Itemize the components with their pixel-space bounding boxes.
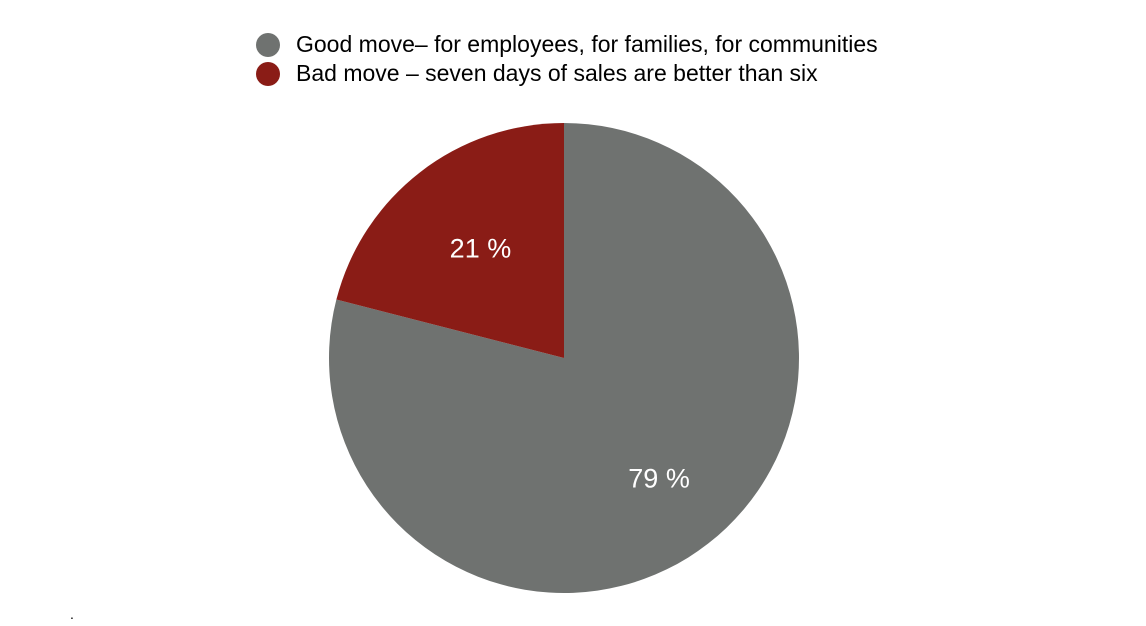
pie-slice-bad-move [336,123,564,358]
legend-label-good-move: Good move– for employees, for families, … [296,31,878,57]
data-label-bad-move: 21 % [450,233,512,263]
legend-swatch-good-move [256,32,280,57]
legend-item-bad-move: Bad move – seven days of sales are bette… [256,59,878,88]
legend-swatch-bad-move [256,61,280,86]
footnote: . [70,606,74,622]
pie-slice-good-move [328,123,799,593]
data-label-good-move: 79 % [628,464,690,494]
legend-item-good-move: Good move– for employees, for families, … [256,30,878,59]
legend-label-bad-move: Bad move – seven days of sales are bette… [296,60,818,86]
chart-legend: Good move– for employees, for families, … [256,30,878,88]
